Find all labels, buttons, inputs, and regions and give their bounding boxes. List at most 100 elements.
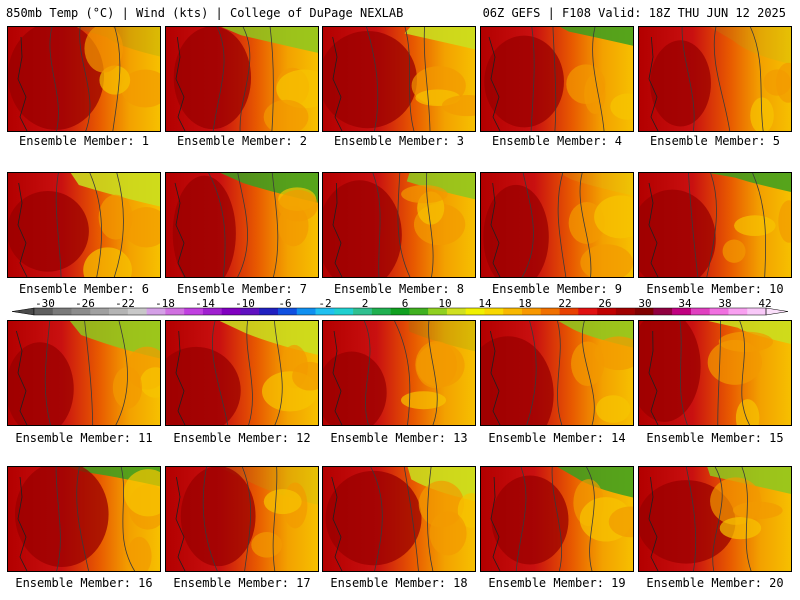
warm-anomaly [735,399,760,425]
colorbar-tick-label: -22 [115,297,135,310]
temperature-field [323,27,475,131]
height-contour [115,321,128,425]
warm-anomaly [441,94,475,117]
coastline [648,36,659,131]
warm-anomaly [123,207,160,248]
height-contour [681,27,695,131]
coastline [332,36,343,131]
warm-anomaly [594,336,633,371]
height-contour [397,173,411,277]
coastline [332,182,343,277]
height-contour [79,27,91,131]
heat-core [323,351,387,425]
warm-anomaly [718,331,774,352]
height-contour [752,173,767,277]
ensemble-map-panel [7,466,161,572]
height-contour [49,27,59,131]
colorbar-swatch [465,308,485,315]
height-contour [366,27,379,131]
temperature-field [173,27,318,131]
colorbar-swatch [202,308,222,315]
height-contour [515,467,527,571]
colorbar-tick-label: -30 [35,297,55,310]
coastline [332,330,343,425]
height-contour [581,321,595,425]
height-contour [208,173,226,277]
warm-anomaly [608,506,633,538]
colorbar-swatch [127,308,147,315]
ensemble-map-panel [638,466,792,572]
temperature-field [484,27,633,131]
colorbar-tick-label: 6 [401,297,409,310]
colorbar-swatch [615,308,635,315]
ensemble-member-label: Ensemble Member: 13 [330,431,468,445]
colorbar-tick-label: 30 [638,297,652,310]
heat-core [180,467,256,567]
colorbar-swatch [690,308,710,315]
height-contour [592,27,605,131]
warm-anomaly [263,99,309,131]
temperature-field [481,321,633,425]
warm-anomaly [99,65,131,95]
coastline [648,182,659,277]
warm-anomaly [84,27,123,73]
coastline [490,476,501,571]
colorbar-swatch [71,308,91,315]
colorbar-swatch [653,308,673,315]
colorbar-swatch [221,308,241,315]
heat-core [166,346,241,425]
temperature-field [8,321,160,425]
warm-anomaly [595,395,631,423]
height-contour [551,467,563,571]
height-contour [717,321,721,425]
height-contour [237,173,248,277]
temperature-field [166,321,318,425]
height-contour [212,27,225,131]
ensemble-map-panel [480,466,634,572]
heat-core [173,27,252,130]
height-contour [120,467,136,571]
ensemble-map-panel [7,26,161,132]
temperature-field [490,467,633,571]
height-contour [113,173,124,277]
ensemble-map-panel [638,320,792,426]
ensemble-member-label: Ensemble Member: 8 [333,282,465,296]
coastline [17,476,28,571]
height-contour [274,321,283,425]
height-contour [112,27,121,131]
colorbar-swatch [484,308,504,315]
coastline [174,182,186,277]
height-contour [55,173,62,277]
temperature-field [639,467,791,571]
colorbar-swatch [522,308,542,315]
heat-core [484,35,564,128]
heat-core [481,336,554,425]
heat-core [172,175,236,277]
colorbar-tick-label: 14 [478,297,492,310]
temperature-colorbar [12,307,788,316]
colorbar-swatch [409,308,429,315]
temperature-field [325,467,475,571]
colorbar-swatch [503,308,523,315]
ensemble-member-label: Ensemble Member: 15 [646,431,784,445]
coastline [648,330,659,425]
height-contour [363,321,371,425]
ensemble-map-panel [7,320,161,426]
colorbar-min-arrow [12,307,35,316]
height-contour [688,173,699,277]
coastline [648,476,659,571]
warm-anomaly [98,194,133,240]
height-contour [55,467,61,571]
colorbar-tick-label: -26 [75,297,95,310]
ensemble-map-panel [322,172,476,278]
ensemble-member-label: Ensemble Member: 7 [176,282,308,296]
ensemble-member-label: Ensemble Member: 11 [15,431,153,445]
colorbar-swatch [109,308,129,315]
height-contour [404,27,415,131]
temperature-field [639,321,791,425]
warm-anomaly [276,69,318,109]
coastline [175,330,186,425]
temperature-field [8,173,160,277]
height-contour [241,467,251,571]
colorbar-swatch [540,308,560,315]
